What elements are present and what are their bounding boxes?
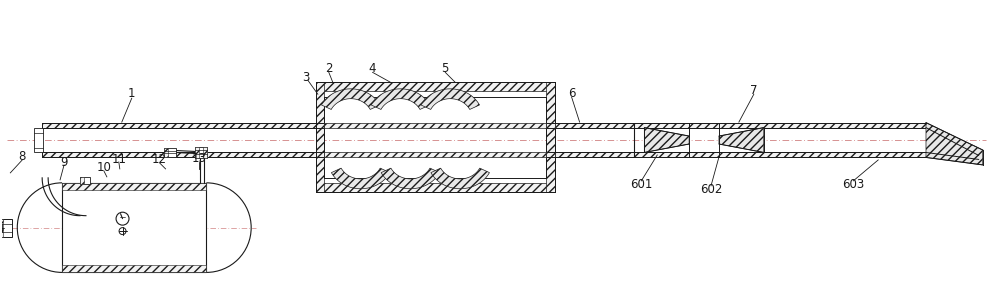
Bar xyxy=(42,152,316,158)
Bar xyxy=(316,82,324,192)
Bar xyxy=(546,82,555,192)
Polygon shape xyxy=(331,168,390,189)
Text: 10: 10 xyxy=(96,161,111,174)
Text: 4: 4 xyxy=(369,62,376,75)
Bar xyxy=(634,123,926,128)
Bar xyxy=(62,266,206,272)
Text: 602: 602 xyxy=(700,183,722,196)
Bar xyxy=(634,152,926,158)
Bar xyxy=(62,183,206,272)
Bar xyxy=(555,152,634,158)
Text: 1: 1 xyxy=(128,87,135,100)
Bar xyxy=(164,148,176,158)
Bar xyxy=(80,177,84,184)
Bar xyxy=(0,219,3,237)
Bar xyxy=(164,148,168,158)
Polygon shape xyxy=(381,168,440,189)
Polygon shape xyxy=(926,123,983,165)
Bar xyxy=(62,183,206,190)
Bar xyxy=(316,82,555,91)
Bar xyxy=(195,147,199,158)
Polygon shape xyxy=(644,128,689,153)
Bar xyxy=(203,147,207,158)
Text: 6: 6 xyxy=(568,87,575,100)
Text: 2: 2 xyxy=(325,62,333,75)
Bar xyxy=(34,128,43,153)
Text: 5: 5 xyxy=(442,62,449,75)
Text: 12: 12 xyxy=(152,153,167,166)
Bar xyxy=(0,219,12,237)
Text: 601: 601 xyxy=(630,178,653,191)
Text: 9: 9 xyxy=(60,156,68,169)
Bar xyxy=(555,123,634,128)
Polygon shape xyxy=(431,168,489,189)
Text: 7: 7 xyxy=(750,84,758,97)
Bar xyxy=(316,183,555,192)
Text: 8: 8 xyxy=(19,150,26,163)
Polygon shape xyxy=(371,89,430,109)
Bar xyxy=(80,177,90,184)
Polygon shape xyxy=(421,89,480,109)
Text: 3: 3 xyxy=(302,71,310,84)
Text: 13: 13 xyxy=(192,153,207,165)
Polygon shape xyxy=(321,89,380,109)
Text: 603: 603 xyxy=(842,178,864,191)
Bar xyxy=(324,153,546,158)
Text: 11: 11 xyxy=(111,153,126,166)
Bar xyxy=(195,147,207,158)
Bar xyxy=(324,123,546,128)
Bar xyxy=(42,123,316,128)
Polygon shape xyxy=(719,128,764,153)
